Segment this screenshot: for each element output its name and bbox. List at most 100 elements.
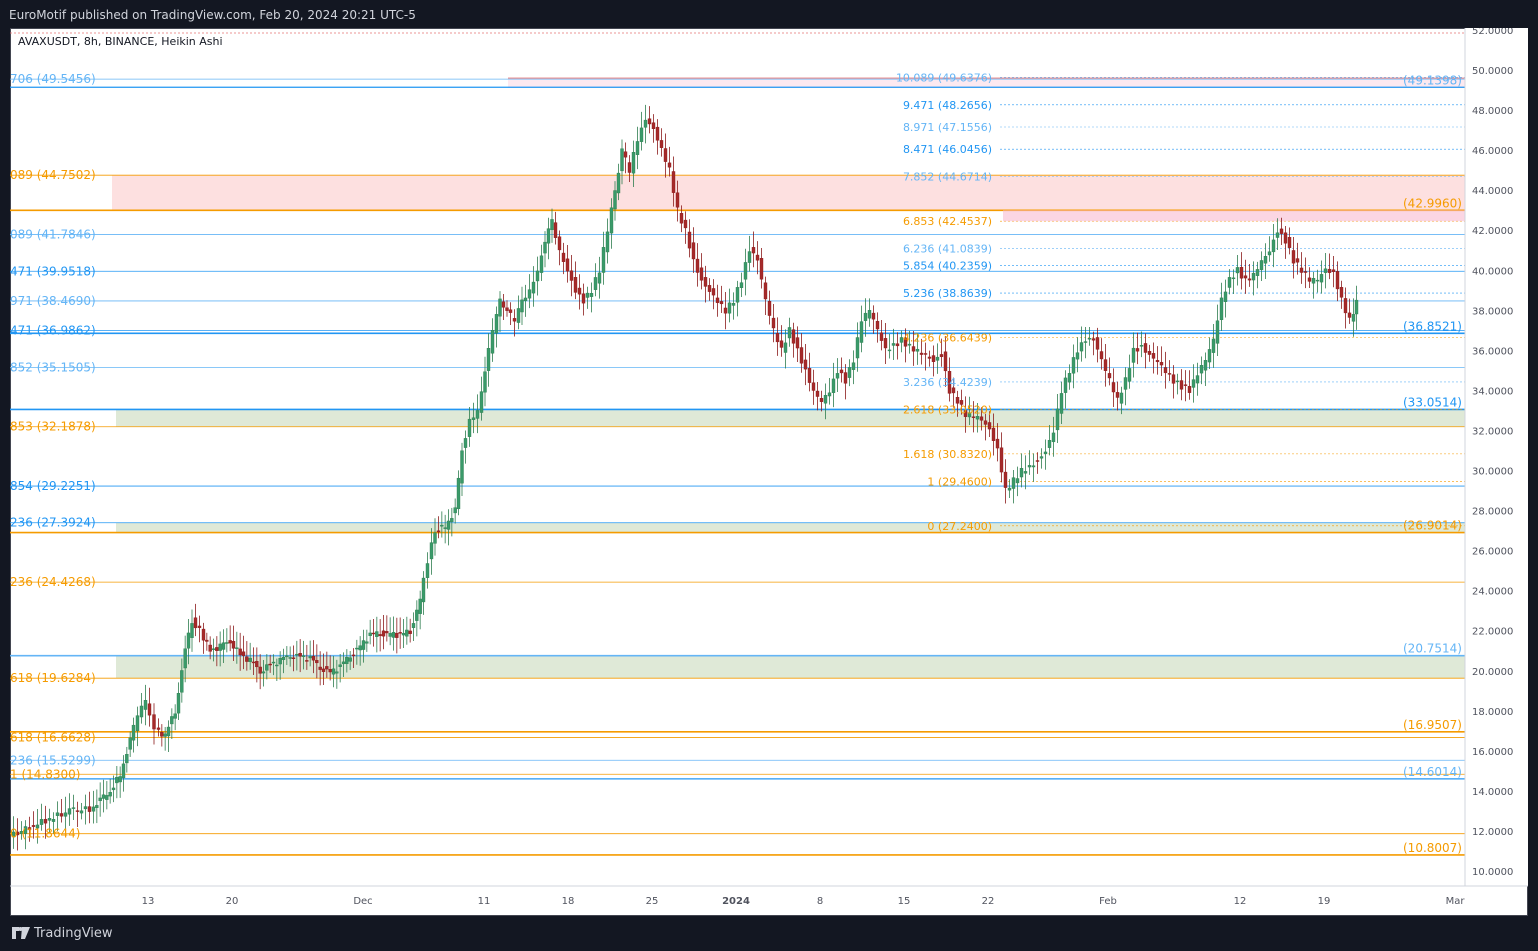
left-fib-label: 471 (39.9518) bbox=[10, 264, 96, 278]
candle bbox=[755, 254, 760, 261]
candle bbox=[987, 422, 992, 430]
candle bbox=[1207, 349, 1212, 363]
candle bbox=[573, 277, 578, 293]
price-chart[interactable]: 706 (49.5456) 089 (44.7502) 089 (41.7846) 4… bbox=[10, 28, 1528, 916]
candle bbox=[265, 664, 269, 671]
candle bbox=[791, 329, 796, 344]
candle bbox=[55, 812, 60, 816]
candle bbox=[557, 236, 562, 251]
candle bbox=[616, 172, 621, 194]
symbol-info: AVAXUSDT, 8h, BINANCE, Heikin Ashi bbox=[18, 35, 223, 48]
candle bbox=[1219, 297, 1224, 321]
candle bbox=[1167, 373, 1172, 375]
candle bbox=[1331, 269, 1336, 273]
candle bbox=[271, 661, 276, 664]
candle bbox=[501, 301, 506, 308]
mid-fib-label: 6.853 (42.4537) bbox=[903, 215, 992, 228]
candle bbox=[1199, 365, 1204, 374]
candle bbox=[19, 831, 24, 834]
candle bbox=[63, 812, 68, 817]
left-fib-label: 089 (44.7502) bbox=[10, 168, 96, 182]
candle bbox=[807, 367, 812, 383]
candle bbox=[553, 222, 558, 238]
mid-fib-label: 10.089 (49.6376) bbox=[896, 71, 992, 84]
candle bbox=[593, 277, 598, 290]
candle bbox=[597, 272, 602, 284]
candle bbox=[1319, 274, 1324, 283]
candle bbox=[1023, 471, 1028, 474]
candle bbox=[51, 819, 56, 822]
candle bbox=[679, 213, 684, 224]
candle bbox=[1115, 392, 1120, 398]
candle bbox=[827, 392, 832, 397]
mid-fib-label: 9.471 (48.2656) bbox=[903, 99, 992, 112]
candle bbox=[955, 397, 960, 404]
candle bbox=[531, 281, 536, 294]
candle bbox=[1171, 374, 1176, 384]
candle bbox=[623, 151, 628, 158]
candle bbox=[385, 631, 389, 634]
candle bbox=[381, 630, 386, 637]
candle bbox=[1123, 377, 1128, 390]
y-tick-label: 16.0000 bbox=[1472, 747, 1513, 758]
candle bbox=[486, 348, 491, 371]
candle bbox=[245, 656, 249, 662]
left-fib-label: 854 (29.2251) bbox=[10, 479, 96, 493]
candle bbox=[1175, 380, 1180, 383]
candle bbox=[311, 655, 316, 661]
candle bbox=[512, 318, 517, 322]
candle bbox=[59, 813, 64, 817]
candle bbox=[723, 307, 728, 314]
candle bbox=[1051, 432, 1056, 443]
right-level-label: (20.7514) bbox=[1403, 642, 1462, 656]
candle bbox=[490, 330, 495, 354]
candle bbox=[647, 118, 652, 125]
candle bbox=[121, 763, 126, 779]
candle bbox=[436, 530, 441, 533]
publish-header: EuroMotif published on TradingView.com, … bbox=[0, 0, 1538, 28]
x-tick-label: 22 bbox=[982, 896, 995, 907]
candle bbox=[565, 258, 570, 272]
candle bbox=[943, 351, 948, 372]
x-tick-label: 11 bbox=[478, 896, 491, 907]
candle bbox=[190, 623, 194, 638]
candle bbox=[695, 258, 700, 273]
candle bbox=[691, 242, 696, 260]
candle bbox=[535, 270, 540, 282]
candle bbox=[95, 805, 99, 808]
candle bbox=[1163, 367, 1168, 374]
candle bbox=[835, 373, 840, 379]
candle bbox=[871, 312, 876, 320]
candle bbox=[759, 258, 764, 280]
y-tick-label: 32.0000 bbox=[1472, 426, 1513, 437]
candle bbox=[221, 642, 226, 650]
candle bbox=[1291, 250, 1296, 264]
y-tick-label: 28.0000 bbox=[1472, 507, 1513, 518]
candle bbox=[1311, 277, 1316, 284]
candle bbox=[1043, 451, 1048, 455]
y-tick-label: 30.0000 bbox=[1472, 467, 1513, 478]
candle bbox=[467, 418, 472, 437]
candle bbox=[425, 563, 430, 578]
candle bbox=[1111, 382, 1116, 393]
candle bbox=[11, 831, 16, 838]
candle bbox=[1159, 362, 1164, 366]
candle bbox=[867, 310, 872, 319]
candle bbox=[927, 356, 932, 359]
mid-fib-label: 5.854 (40.2359) bbox=[903, 260, 992, 273]
candle bbox=[863, 312, 868, 321]
candle bbox=[639, 127, 644, 142]
candle bbox=[787, 327, 792, 339]
candle bbox=[160, 732, 164, 737]
candle bbox=[305, 660, 309, 662]
candle bbox=[995, 438, 1000, 449]
left-fib-label: 618 (16.6628) bbox=[10, 731, 96, 745]
candle bbox=[891, 343, 896, 346]
resistance-box bbox=[1003, 210, 1465, 222]
y-axis-area bbox=[1465, 28, 1528, 886]
candle bbox=[1279, 228, 1284, 234]
y-tick-label: 40.0000 bbox=[1472, 266, 1513, 277]
candle bbox=[983, 420, 988, 425]
candle bbox=[268, 663, 272, 666]
candle bbox=[163, 733, 167, 737]
